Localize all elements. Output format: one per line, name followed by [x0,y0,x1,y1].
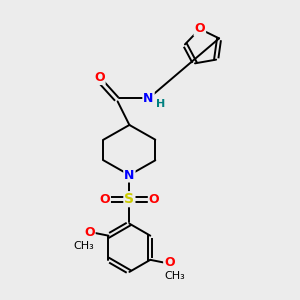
Text: S: S [124,192,134,206]
Text: CH₃: CH₃ [164,271,185,281]
Text: O: O [194,22,205,35]
Text: O: O [99,193,110,206]
Text: CH₃: CH₃ [74,241,94,251]
Text: N: N [124,169,135,182]
Text: N: N [143,92,154,105]
Text: H: H [156,99,166,109]
Text: O: O [94,71,105,84]
Text: O: O [164,256,175,269]
Text: O: O [149,193,159,206]
Text: O: O [84,226,95,239]
